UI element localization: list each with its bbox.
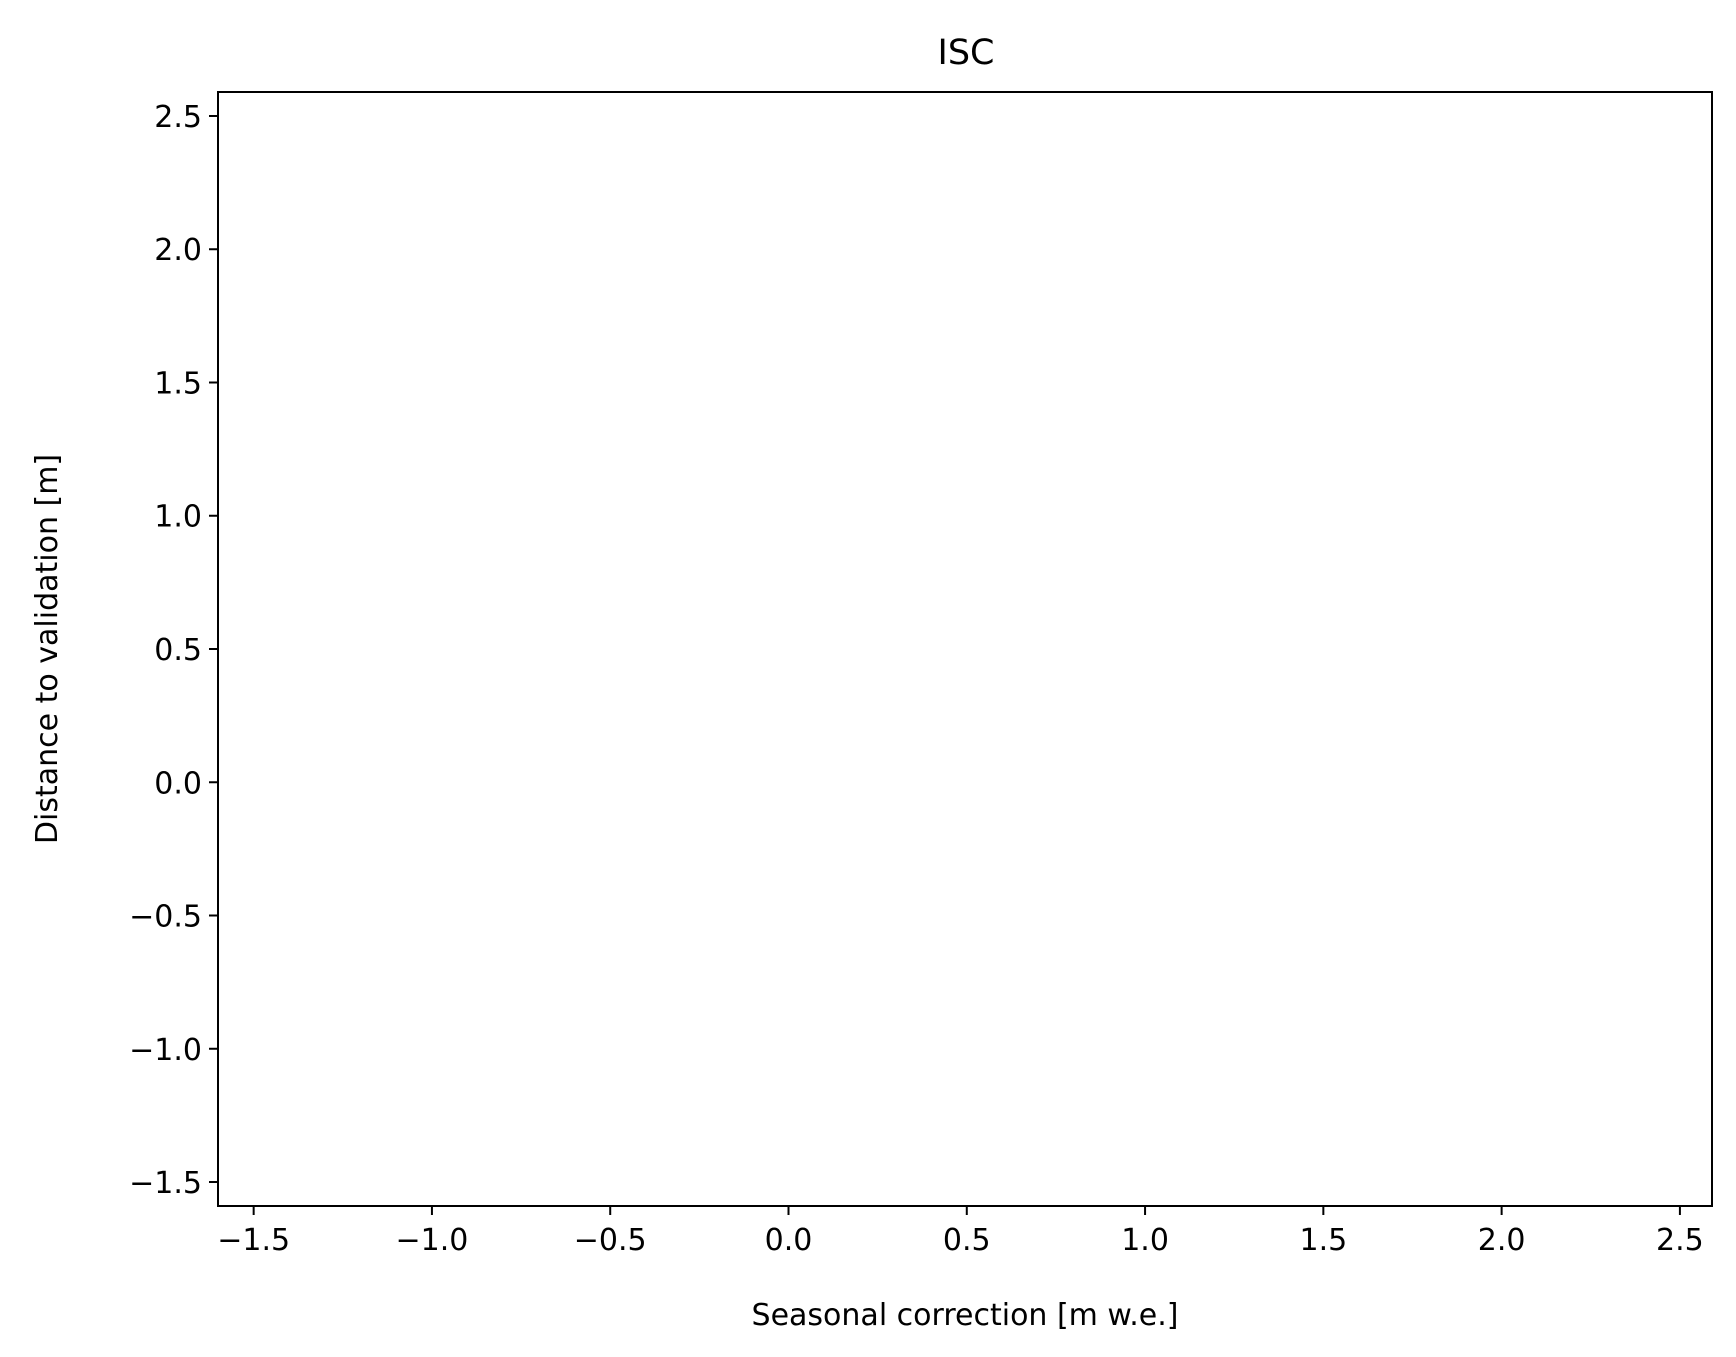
chart-title: ISC <box>938 33 995 73</box>
y-tick-label: 0.5 <box>154 633 202 668</box>
y-tick-label: 0.0 <box>154 766 202 801</box>
y-tick-label: −0.5 <box>129 900 202 935</box>
x-tick-label: −1.5 <box>217 1223 290 1258</box>
x-tick-label: 2.5 <box>1656 1223 1704 1258</box>
x-tick-label: 0.0 <box>765 1223 813 1258</box>
y-tick-label: 2.0 <box>154 233 202 268</box>
x-tick-label: −1.0 <box>396 1223 469 1258</box>
plot-area <box>217 91 1713 1207</box>
y-tick-label: 1.5 <box>154 366 202 401</box>
x-axis-ticks: −1.5 −1.0 −0.5 0.0 0.5 1.0 1.5 2.0 2.5 <box>217 1206 1704 1258</box>
y-axis-ticks: 2.5 2.0 1.5 1.0 0.5 0.0 −0.5 −1.0 −1.5 <box>129 100 218 1201</box>
x-axis-label: Seasonal correction [m w.e.] <box>752 1298 1179 1333</box>
x-tick-label: 2.0 <box>1478 1223 1526 1258</box>
x-tick-label: 1.5 <box>1299 1223 1347 1258</box>
y-axis-label: Distance to validation [m] <box>30 454 65 844</box>
x-tick-label: 0.5 <box>943 1223 991 1258</box>
y-tick-label: −1.0 <box>129 1033 202 1068</box>
x-tick-label: 1.0 <box>1121 1223 1169 1258</box>
y-tick-label: 1.0 <box>154 500 202 535</box>
x-tick-label: −0.5 <box>574 1223 647 1258</box>
y-tick-label: 2.5 <box>154 100 202 135</box>
y-tick-label: −1.5 <box>129 1166 202 1201</box>
